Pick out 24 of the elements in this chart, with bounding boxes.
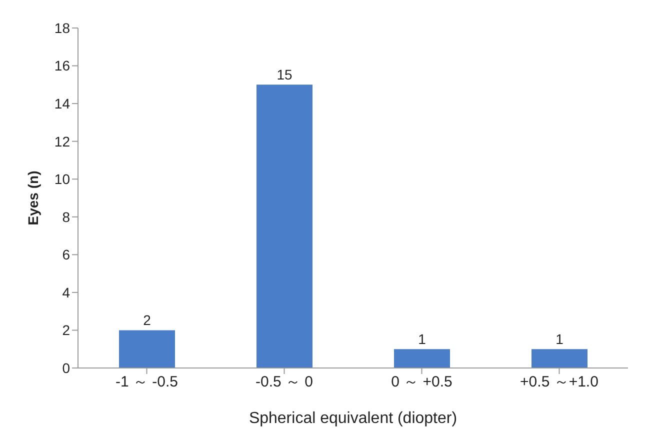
y-tick-label: 0 xyxy=(62,360,70,376)
y-tick-label: 8 xyxy=(62,208,70,225)
y-tick-label: 2 xyxy=(62,322,70,338)
x-tick-label: -0.5 ～ 0 xyxy=(255,374,314,391)
y-tick-label: 4 xyxy=(62,284,70,300)
y-tick-label: 18 xyxy=(54,20,70,36)
y-axis-title: Eyes (n) xyxy=(24,170,41,226)
x-axis-title: Spherical equivalent (diopter) xyxy=(248,410,458,427)
y-tick-label: 6 xyxy=(62,246,70,263)
data-label: 15 xyxy=(276,66,292,83)
bar xyxy=(394,349,450,368)
x-tick-label: 0 ～ +0.5 xyxy=(391,374,452,391)
y-tick-label: 12 xyxy=(54,133,70,150)
y-tick-label: 16 xyxy=(54,58,70,74)
data-label: 1 xyxy=(556,331,564,348)
bar xyxy=(256,84,312,368)
x-tick-label: +0.5 ～+1.0 xyxy=(520,374,598,391)
bar xyxy=(532,349,588,368)
y-tick-label: 14 xyxy=(54,96,70,112)
data-label: 2 xyxy=(143,312,152,328)
y-tick-label: 10 xyxy=(54,171,70,188)
data-label: 1 xyxy=(418,331,426,348)
bar xyxy=(119,330,175,368)
x-tick-label: -1 ～ -0.5 xyxy=(115,374,178,391)
